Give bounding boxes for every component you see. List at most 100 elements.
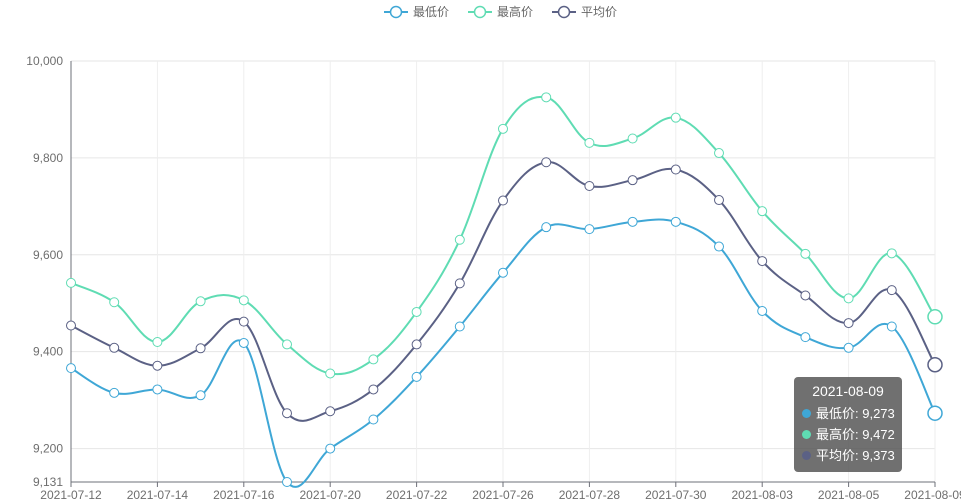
legend-item-2[interactable]: 平均价 (552, 5, 617, 19)
data-point[interactable] (541, 92, 552, 103)
data-point[interactable] (109, 342, 120, 353)
data-point[interactable] (454, 234, 465, 245)
y-tick-label: 9,400 (33, 345, 63, 359)
data-point[interactable] (498, 267, 508, 278)
data-point[interactable] (368, 354, 379, 365)
data-point[interactable] (584, 137, 595, 148)
data-point[interactable] (195, 390, 206, 401)
data-point[interactable] (627, 175, 638, 186)
x-tick-label: 2021-08-05 (818, 488, 880, 502)
tooltip-date: 2021-08-09 (812, 383, 884, 399)
data-point[interactable] (152, 336, 163, 347)
data-point[interactable] (411, 339, 422, 350)
data-point[interactable] (282, 408, 292, 419)
data-point[interactable] (584, 180, 595, 191)
tooltip: 2021-08-09 最低价: 9,273 最高价: 9,472 平均价: 9,… (794, 377, 902, 472)
tooltip-row-high: 最高价: 9,472 (802, 424, 895, 445)
data-point[interactable] (757, 206, 768, 217)
data-point[interactable] (541, 157, 552, 168)
data-point[interactable] (152, 360, 163, 371)
x-tick-label: 2021-08-09 (904, 488, 961, 502)
tooltip-low-text: 最低价: 9,273 (816, 406, 895, 421)
data-point[interactable] (411, 371, 422, 382)
data-point[interactable] (714, 148, 724, 159)
legend-swatch-icon (557, 5, 571, 19)
data-point[interactable] (411, 306, 422, 317)
data-point[interactable] (368, 384, 379, 395)
legend-label: 平均价 (581, 5, 617, 19)
y-tick-label: 9,800 (33, 151, 63, 165)
x-tick-label: 2021-07-14 (127, 488, 189, 502)
data-point[interactable] (282, 477, 292, 487)
legend-label: 最高价 (497, 4, 533, 19)
data-point[interactable] (886, 321, 897, 332)
data-point[interactable] (927, 405, 943, 421)
axes: 9,131 9,200 9,400 9,600 9,800 10,000 2021-07-1… (26, 54, 961, 502)
data-point[interactable] (757, 256, 768, 267)
data-point[interactable] (714, 241, 724, 252)
series-line-0 (70, 218, 936, 488)
legend-item-0[interactable]: 最低价 (384, 5, 449, 19)
data-point[interactable] (670, 164, 681, 175)
data-point[interactable] (800, 290, 811, 301)
data-point[interactable] (238, 316, 249, 327)
data-point[interactable] (368, 414, 379, 425)
legend-item-1[interactable]: 最高价 (468, 4, 533, 19)
data-point[interactable] (282, 339, 292, 350)
data-point[interactable] (714, 195, 724, 206)
x-tick-label: 2021-07-28 (559, 488, 621, 502)
data-point[interactable] (927, 357, 943, 373)
data-point[interactable] (800, 248, 811, 259)
data-point[interactable] (627, 216, 638, 227)
legend-swatch-icon (473, 5, 487, 19)
data-point[interactable] (498, 123, 508, 134)
data-point[interactable] (454, 278, 465, 289)
data-point[interactable] (152, 384, 163, 395)
data-point[interactable] (757, 305, 768, 316)
x-tick-label: 2021-07-22 (386, 488, 448, 502)
y-tick-label: 9,131 (33, 475, 63, 489)
data-point[interactable] (886, 285, 897, 296)
x-tick-label: 2021-07-12 (40, 488, 102, 502)
data-point[interactable] (843, 342, 854, 353)
data-point[interactable] (66, 363, 76, 374)
y-tick-label: 9,200 (33, 442, 63, 456)
data-point[interactable] (670, 112, 681, 123)
data-point[interactable] (325, 443, 336, 454)
tooltip-high-text: 最高价: 9,472 (816, 427, 895, 442)
data-point[interactable] (627, 133, 638, 144)
tooltip-low-dot (802, 409, 811, 418)
data-point[interactable] (109, 387, 120, 398)
data-point[interactable] (109, 297, 120, 308)
data-point[interactable] (498, 195, 508, 206)
x-tick-label: 2021-07-20 (300, 488, 362, 502)
data-point[interactable] (886, 248, 897, 259)
data-point[interactable] (325, 368, 336, 379)
tooltip-high-dot (802, 430, 811, 439)
tooltip-avg-dot (802, 451, 811, 460)
data-point[interactable] (670, 216, 681, 227)
data-point[interactable] (843, 293, 854, 304)
data-point[interactable] (325, 406, 336, 417)
data-point[interactable] (66, 277, 76, 288)
data-point[interactable] (238, 295, 249, 306)
data-point[interactable] (584, 224, 595, 235)
y-tick-label: 10,000 (26, 54, 63, 68)
legend-swatch-icon (389, 5, 403, 19)
tooltip-row-avg: 平均价: 9,373 (802, 445, 895, 466)
data-point[interactable] (238, 337, 249, 348)
tooltip-avg-text: 平均价: 9,373 (816, 448, 895, 463)
y-tick-label: 9,600 (33, 248, 63, 262)
series-points[interactable] (66, 92, 943, 487)
x-tick-label: 2021-07-16 (213, 488, 275, 502)
data-point[interactable] (195, 296, 206, 307)
data-point[interactable] (843, 318, 854, 329)
legend-label: 最低价 (413, 5, 449, 19)
data-point[interactable] (541, 222, 552, 233)
legend[interactable]: 最低价 最高价 平均价 (384, 4, 617, 19)
data-point[interactable] (927, 309, 943, 325)
data-point[interactable] (66, 320, 76, 331)
data-point[interactable] (800, 332, 811, 343)
data-point[interactable] (195, 343, 206, 354)
data-point[interactable] (454, 321, 465, 332)
